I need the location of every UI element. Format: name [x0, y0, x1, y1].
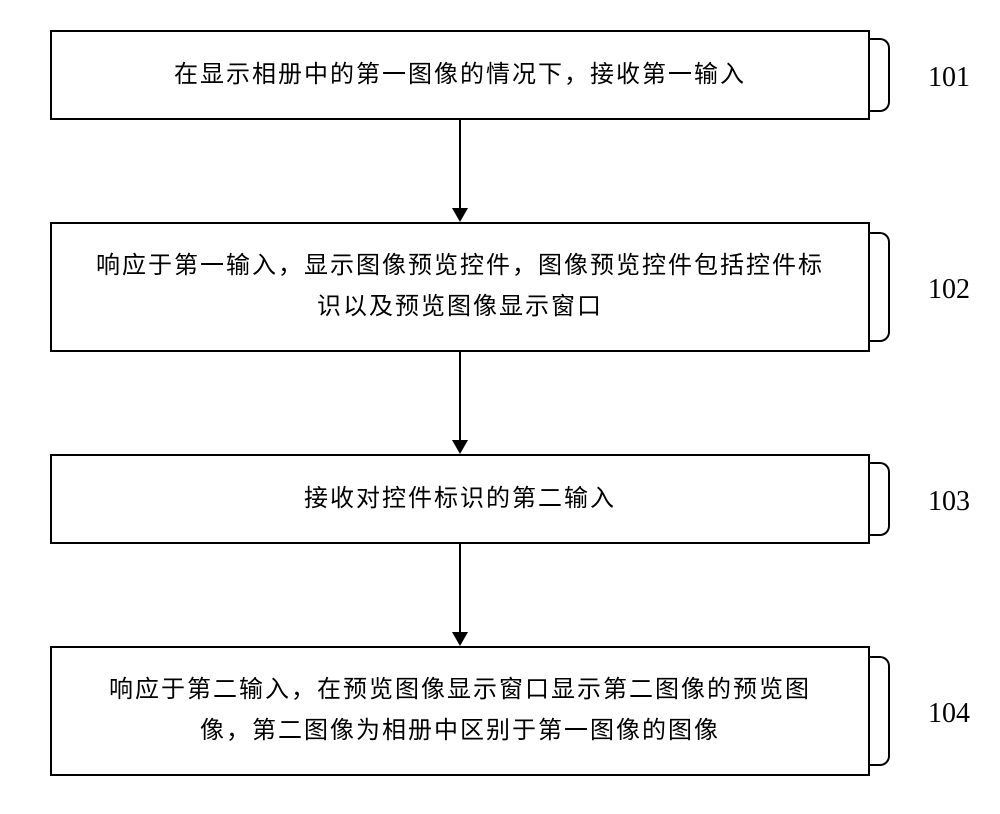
flow-step-103: 接收对控件标识的第二输入: [50, 454, 870, 544]
flow-step-101: 在显示相册中的第一图像的情况下，接收第一输入: [50, 30, 870, 120]
arrow-101-102-head: [452, 208, 468, 222]
step-label-101: 101: [928, 62, 970, 94]
arrow-103-104-line: [459, 544, 461, 632]
arrow-102-103-head: [452, 440, 468, 454]
arrow-103-104-head: [452, 632, 468, 646]
step-label-102: 102: [928, 274, 970, 306]
flow-step-102: 响应于第一输入，显示图像预览控件，图像预览控件包括控件标识以及预览图像显示窗口: [50, 222, 870, 352]
step-label-104: 104: [928, 698, 970, 730]
flow-step-104: 响应于第二输入，在预览图像显示窗口显示第二图像的预览图像，第二图像为相册中区别于…: [50, 646, 870, 776]
flow-step-104-text: 响应于第二输入，在预览图像显示窗口显示第二图像的预览图像，第二图像为相册中区别于…: [92, 670, 828, 752]
arrow-101-102-line: [459, 120, 461, 208]
bracket-103: [870, 462, 890, 536]
arrow-102-103-line: [459, 352, 461, 440]
flow-step-101-text: 在显示相册中的第一图像的情况下，接收第一输入: [174, 55, 746, 96]
bracket-101: [870, 38, 890, 112]
bracket-104: [870, 656, 890, 766]
flowchart-canvas: 在显示相册中的第一图像的情况下，接收第一输入 101 响应于第一输入，显示图像预…: [0, 0, 1000, 814]
flow-step-102-text: 响应于第一输入，显示图像预览控件，图像预览控件包括控件标识以及预览图像显示窗口: [92, 246, 828, 328]
bracket-102: [870, 232, 890, 342]
flow-step-103-text: 接收对控件标识的第二输入: [304, 479, 616, 520]
step-label-103: 103: [928, 486, 970, 518]
